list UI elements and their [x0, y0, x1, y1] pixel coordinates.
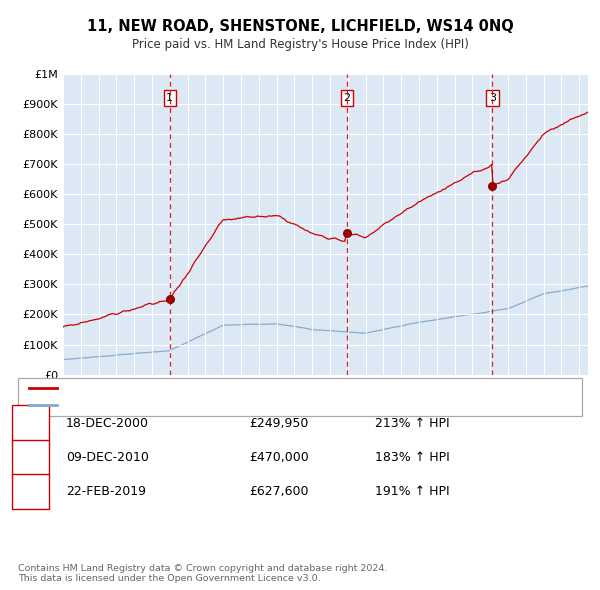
Text: 09-DEC-2010: 09-DEC-2010: [66, 451, 149, 464]
Text: 2: 2: [26, 451, 35, 464]
Text: 2: 2: [343, 93, 350, 103]
Text: 18-DEC-2000: 18-DEC-2000: [66, 417, 149, 430]
Text: 3: 3: [26, 485, 35, 498]
Text: 3: 3: [489, 93, 496, 103]
Text: HPI: Average price, semi-detached house, Lichfield: HPI: Average price, semi-detached house,…: [63, 400, 341, 410]
Text: 213% ↑ HPI: 213% ↑ HPI: [375, 417, 449, 430]
Text: 11, NEW ROAD, SHENSTONE, LICHFIELD, WS14 0NQ (semi-detached house): 11, NEW ROAD, SHENSTONE, LICHFIELD, WS14…: [63, 384, 478, 394]
Text: 11, NEW ROAD, SHENSTONE, LICHFIELD, WS14 0NQ: 11, NEW ROAD, SHENSTONE, LICHFIELD, WS14…: [86, 19, 514, 34]
Text: £470,000: £470,000: [249, 451, 309, 464]
Text: 22-FEB-2019: 22-FEB-2019: [66, 485, 146, 498]
Text: 183% ↑ HPI: 183% ↑ HPI: [375, 451, 450, 464]
Text: £627,600: £627,600: [249, 485, 308, 498]
Text: 1: 1: [166, 93, 173, 103]
Text: 1: 1: [26, 417, 35, 430]
Text: £249,950: £249,950: [249, 417, 308, 430]
Text: 191% ↑ HPI: 191% ↑ HPI: [375, 485, 449, 498]
Text: Price paid vs. HM Land Registry's House Price Index (HPI): Price paid vs. HM Land Registry's House …: [131, 38, 469, 51]
Text: Contains HM Land Registry data © Crown copyright and database right 2024.
This d: Contains HM Land Registry data © Crown c…: [18, 563, 388, 583]
